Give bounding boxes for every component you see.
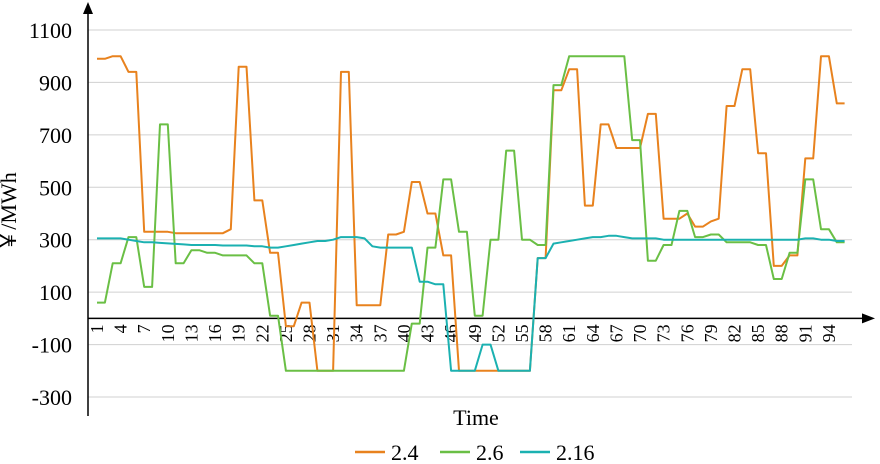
x-tick-label: 76	[677, 324, 697, 342]
x-axis-arrow	[862, 313, 875, 324]
x-tick-label: 49	[465, 324, 485, 342]
series-line-3	[97, 234, 845, 372]
x-axis-label: Time	[453, 405, 499, 430]
y-tick-label: 1100	[29, 18, 72, 43]
x-tick-label: 34	[347, 324, 367, 342]
x-tick-label: 94	[819, 324, 839, 342]
x-tick-label: 73	[654, 324, 674, 342]
y-tick-label: 500	[39, 175, 72, 200]
y-axis-label: ￥/MWh	[0, 172, 21, 251]
series-line-1	[97, 55, 845, 372]
x-tick-label: 82	[724, 324, 744, 342]
x-tick-label: 46	[441, 324, 461, 342]
x-tick-label: 13	[181, 324, 201, 342]
x-tick-label: 91	[795, 324, 815, 342]
x-tick-label: 37	[370, 324, 390, 342]
x-tick-label: 22	[252, 324, 272, 342]
x-tick-label: 19	[229, 324, 249, 342]
x-tick-label: 7	[134, 324, 154, 333]
x-tick-label: 10	[158, 324, 178, 342]
x-tick-label: 52	[488, 324, 508, 342]
x-tick-label: 70	[630, 324, 650, 342]
x-tick-label: 61	[559, 324, 579, 342]
x-tick-label: 64	[583, 324, 603, 342]
x-tick-label: 88	[772, 324, 792, 342]
series-lines	[97, 55, 845, 372]
gridlines	[88, 29, 852, 398]
x-tick-label: 55	[512, 324, 532, 342]
legend: 2.4 2.6 2.16	[355, 440, 595, 464]
x-tick-label: 1	[87, 324, 107, 333]
x-axis: 1 4 7 10 13 16 19 22 25 28 31 34 37 40 43 46 49 52 55 58 61 6…	[87, 313, 875, 342]
legend-label: 2.4	[391, 440, 419, 464]
x-tick-label: 67	[606, 324, 626, 342]
y-tick-label: 900	[39, 70, 72, 95]
x-tick-label: 43	[418, 324, 438, 342]
y-axis-arrow	[83, 2, 93, 14]
x-tick-label: 28	[299, 324, 319, 342]
legend-label: 2.16	[556, 440, 595, 464]
x-tick-label: 16	[205, 324, 225, 342]
x-tick-label: 58	[536, 324, 556, 342]
y-tick-label: -100	[32, 333, 72, 358]
x-tick-label: 79	[701, 324, 721, 342]
series-line-2	[97, 55, 845, 372]
x-tick-label: 85	[748, 324, 768, 342]
legend-label: 2.6	[476, 440, 504, 464]
y-tick-label: -300	[32, 385, 72, 410]
y-tick-label: 100	[39, 280, 72, 305]
y-tick-label: 700	[39, 123, 72, 148]
y-tick-label: 300	[39, 228, 72, 253]
x-tick-label: 4	[111, 324, 131, 333]
y-axis: -300 -100 100 300 500 700 900 1100	[29, 2, 93, 416]
